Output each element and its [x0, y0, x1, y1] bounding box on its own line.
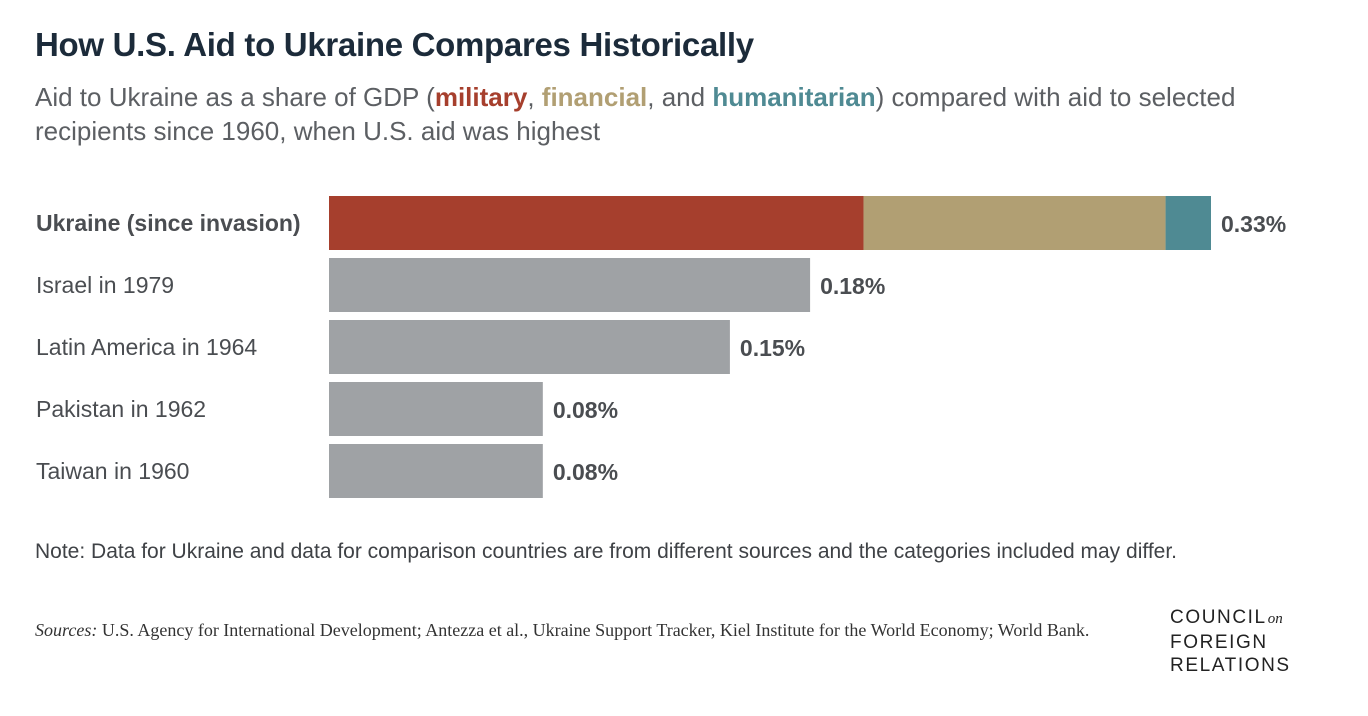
bar — [329, 320, 730, 374]
bar — [329, 258, 811, 312]
subtitle-sep-1: , — [527, 82, 542, 112]
value-label: 0.18% — [820, 273, 885, 299]
sources-text: U.S. Agency for International Developmen… — [97, 620, 1090, 640]
chart-subtitle: Aid to Ukraine as a share of GDP (milita… — [35, 80, 1315, 148]
value-label: 0.15% — [740, 335, 805, 361]
category-label: Latin America in 1964 — [36, 334, 257, 360]
bar-segment-financial — [863, 196, 1166, 250]
cfr-logo: COUNCILon FOREIGN RELATIONS — [1170, 606, 1291, 677]
value-label: 0.08% — [553, 459, 618, 485]
subtitle-start: Aid to Ukraine as a share of GDP ( — [35, 82, 435, 112]
legend-humanitarian: humanitarian — [712, 82, 876, 112]
chart-sources: Sources: U.S. Agency for International D… — [35, 619, 1125, 642]
subtitle-sep-2: , and — [647, 82, 713, 112]
subtitle-end: ) compared with aid to selected recipien… — [35, 82, 1236, 146]
logo-on: on — [1267, 611, 1283, 627]
category-label: Ukraine (since invasion) — [36, 210, 301, 236]
chart-title: How U.S. Aid to Ukraine Compares Histori… — [35, 26, 754, 63]
legend-military: military — [434, 82, 528, 112]
value-label: 0.08% — [553, 397, 618, 423]
category-label: Pakistan in 1962 — [36, 396, 206, 422]
logo-council: COUNCIL — [1170, 607, 1267, 628]
category-label: Israel in 1979 — [36, 272, 174, 298]
category-label: Taiwan in 1960 — [36, 458, 189, 484]
bar-chart: Ukraine (since invasion) 0.33% Israel in 1… — [36, 196, 1286, 498]
legend-financial: financial — [541, 82, 648, 112]
sources-label: Sources: — [35, 620, 98, 640]
value-label: 0.33% — [1221, 211, 1286, 237]
bar — [329, 444, 543, 498]
logo-foreign: FOREIGN — [1170, 632, 1268, 653]
bar-segment-military — [329, 196, 864, 250]
chart-note: Note: Data for Ukraine and data for comp… — [35, 540, 1177, 563]
bar-segment-humanitarian — [1165, 196, 1211, 250]
logo-relations: RELATIONS — [1170, 655, 1291, 676]
bar — [329, 382, 543, 436]
